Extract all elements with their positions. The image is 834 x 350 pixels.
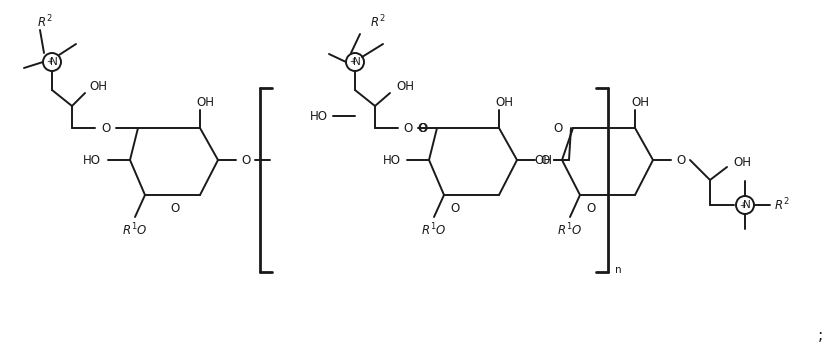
Text: ;: ; [817, 328, 822, 343]
Text: O: O [419, 121, 428, 134]
Text: +: + [349, 57, 355, 66]
Text: OH: OH [495, 96, 513, 108]
Text: +: + [739, 201, 746, 210]
Text: OH: OH [196, 96, 214, 108]
Text: O: O [102, 121, 111, 134]
Text: N: N [50, 57, 58, 67]
Text: HO: HO [83, 154, 101, 167]
Text: $R^1O$: $R^1O$ [421, 222, 447, 238]
Text: n: n [615, 265, 621, 275]
Text: HO: HO [310, 110, 328, 122]
Text: O: O [676, 154, 686, 167]
Text: O: O [540, 154, 550, 167]
Text: N: N [353, 57, 361, 67]
Text: +: + [46, 57, 53, 66]
Text: OH: OH [396, 80, 414, 93]
Text: $R^2$: $R^2$ [38, 14, 53, 30]
Text: O: O [450, 202, 460, 215]
Text: O: O [586, 202, 595, 215]
Text: O: O [404, 121, 413, 134]
Text: HO: HO [383, 154, 401, 167]
Text: OH: OH [534, 154, 552, 167]
Text: O: O [170, 202, 179, 215]
Text: O: O [241, 154, 251, 167]
Text: OH: OH [631, 96, 649, 108]
Text: O: O [554, 121, 563, 134]
Text: $R^2$: $R^2$ [370, 14, 386, 30]
Text: OH: OH [89, 80, 107, 93]
Text: $R^1O$: $R^1O$ [123, 222, 148, 238]
Text: $R^2$: $R^2$ [774, 197, 790, 213]
Text: N: N [743, 200, 751, 210]
Text: $R^1O$: $R^1O$ [557, 222, 583, 238]
Text: O: O [417, 121, 427, 134]
Text: OH: OH [733, 155, 751, 168]
